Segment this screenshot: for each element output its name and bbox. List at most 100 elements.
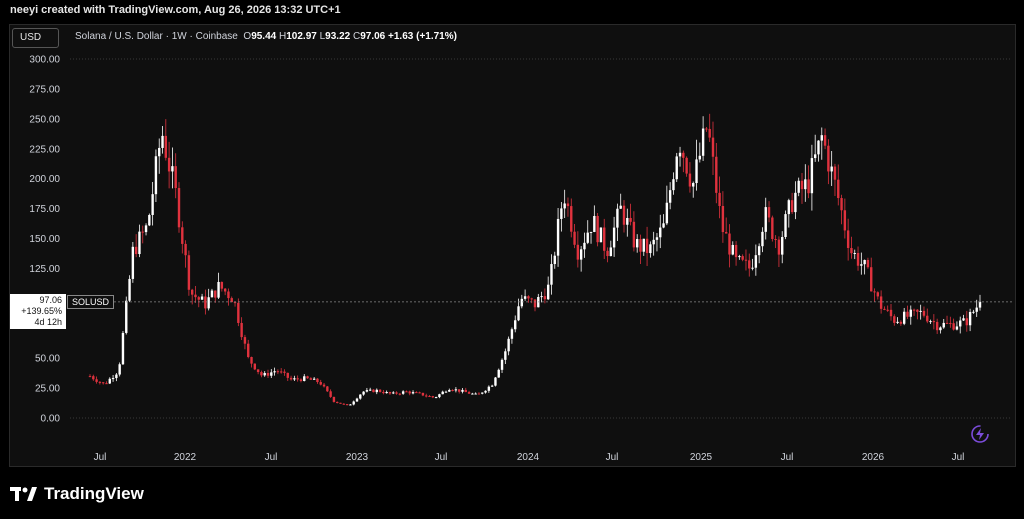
candle-body [299, 379, 303, 381]
candle-body [777, 239, 781, 255]
candle-body [454, 389, 458, 391]
candle-body [685, 157, 688, 174]
high-value: 102.97 [286, 31, 317, 42]
candle-body [649, 244, 652, 254]
candle-body [721, 205, 725, 233]
candle-body [154, 156, 158, 195]
candle-body [151, 194, 154, 215]
candle-body [784, 214, 787, 238]
x-tick-label: Jul [781, 452, 794, 463]
candle-body [148, 214, 151, 226]
percent-change: +139.65% [21, 306, 62, 316]
candle-body [329, 391, 332, 397]
candle-body [902, 311, 906, 324]
candle-body [553, 255, 556, 265]
candle-body [105, 383, 108, 385]
candle-body [662, 223, 665, 228]
candle-body [161, 135, 164, 148]
candle-body [962, 318, 965, 321]
candle-body [477, 393, 481, 395]
candle-body [128, 278, 131, 301]
candle-body [220, 281, 224, 289]
candle-body [678, 152, 682, 157]
candle-body [692, 183, 695, 187]
candle-body [385, 391, 388, 394]
candle-body [342, 403, 346, 405]
candle-body [705, 128, 708, 130]
candle-body [444, 391, 448, 393]
candle-body [411, 392, 415, 394]
candle-body [286, 372, 289, 378]
candle-body [197, 297, 200, 300]
candle-body [279, 371, 283, 373]
y-tick-label: 150.00 [29, 234, 60, 245]
y-tick-label: 200.00 [29, 174, 60, 185]
candle-body [734, 244, 738, 258]
candle-body [596, 215, 599, 243]
candle-body [800, 180, 804, 190]
symbol-tag: SOLUSD [67, 295, 115, 309]
y-tick-label: 25.00 [35, 384, 60, 395]
candles [88, 113, 982, 406]
candle-body [741, 256, 744, 260]
candle-body [141, 231, 144, 233]
candle-body [392, 392, 395, 394]
candle-body [728, 233, 731, 255]
candle-body [464, 389, 467, 393]
candle-body [701, 128, 705, 156]
candle-body [194, 294, 197, 298]
candle-body [408, 391, 411, 394]
x-tick-label: Jul [94, 452, 107, 463]
candle-body [487, 386, 491, 391]
candle-body [817, 140, 820, 155]
bar-countdown: 4d 12h [34, 317, 62, 327]
candle-body [955, 326, 959, 330]
candle-body [622, 205, 626, 225]
candle-body [540, 296, 543, 298]
candle-body [177, 188, 181, 228]
candle-body [935, 321, 939, 331]
candle-body [665, 202, 669, 224]
candle-body [289, 377, 293, 380]
candle-body [111, 378, 115, 380]
candle-body [959, 320, 962, 327]
candle-body [830, 166, 833, 172]
candle-body [533, 299, 537, 308]
candle-body [586, 232, 589, 243]
candle-body [98, 381, 102, 383]
candle-body [949, 323, 952, 325]
x-tick-label: 2022 [174, 452, 197, 463]
candle-body [813, 154, 817, 159]
candle-body [682, 152, 685, 158]
candle-body [118, 364, 121, 375]
candle-body [883, 308, 886, 310]
candle-body [296, 378, 299, 380]
candle-body [606, 250, 609, 257]
candle-body [500, 359, 504, 370]
y-tick-label: 300.00 [29, 55, 60, 66]
candle-body [560, 208, 563, 219]
candle-body [339, 402, 342, 404]
x-tick-label: 2023 [346, 452, 369, 463]
candle-body [125, 300, 128, 333]
candle-body [434, 397, 438, 399]
candle-body [771, 217, 774, 239]
lightning-icon[interactable] [970, 424, 990, 444]
candle-body [319, 382, 322, 385]
y-tick-label: 125.00 [29, 264, 60, 275]
candle-body [200, 296, 204, 300]
candle-body [530, 298, 533, 300]
tradingview-brand[interactable]: TradingView [10, 484, 144, 504]
candle-body [352, 401, 355, 405]
candle-body [846, 230, 850, 248]
candle-body [210, 290, 214, 298]
candle-body [919, 310, 922, 312]
candle-body [774, 238, 777, 240]
candle-body [546, 284, 550, 300]
currency-button[interactable]: USD [12, 28, 59, 48]
candle-body [355, 398, 359, 402]
candle-body [233, 302, 237, 304]
candle-body [517, 306, 520, 321]
candle-body [171, 166, 174, 172]
